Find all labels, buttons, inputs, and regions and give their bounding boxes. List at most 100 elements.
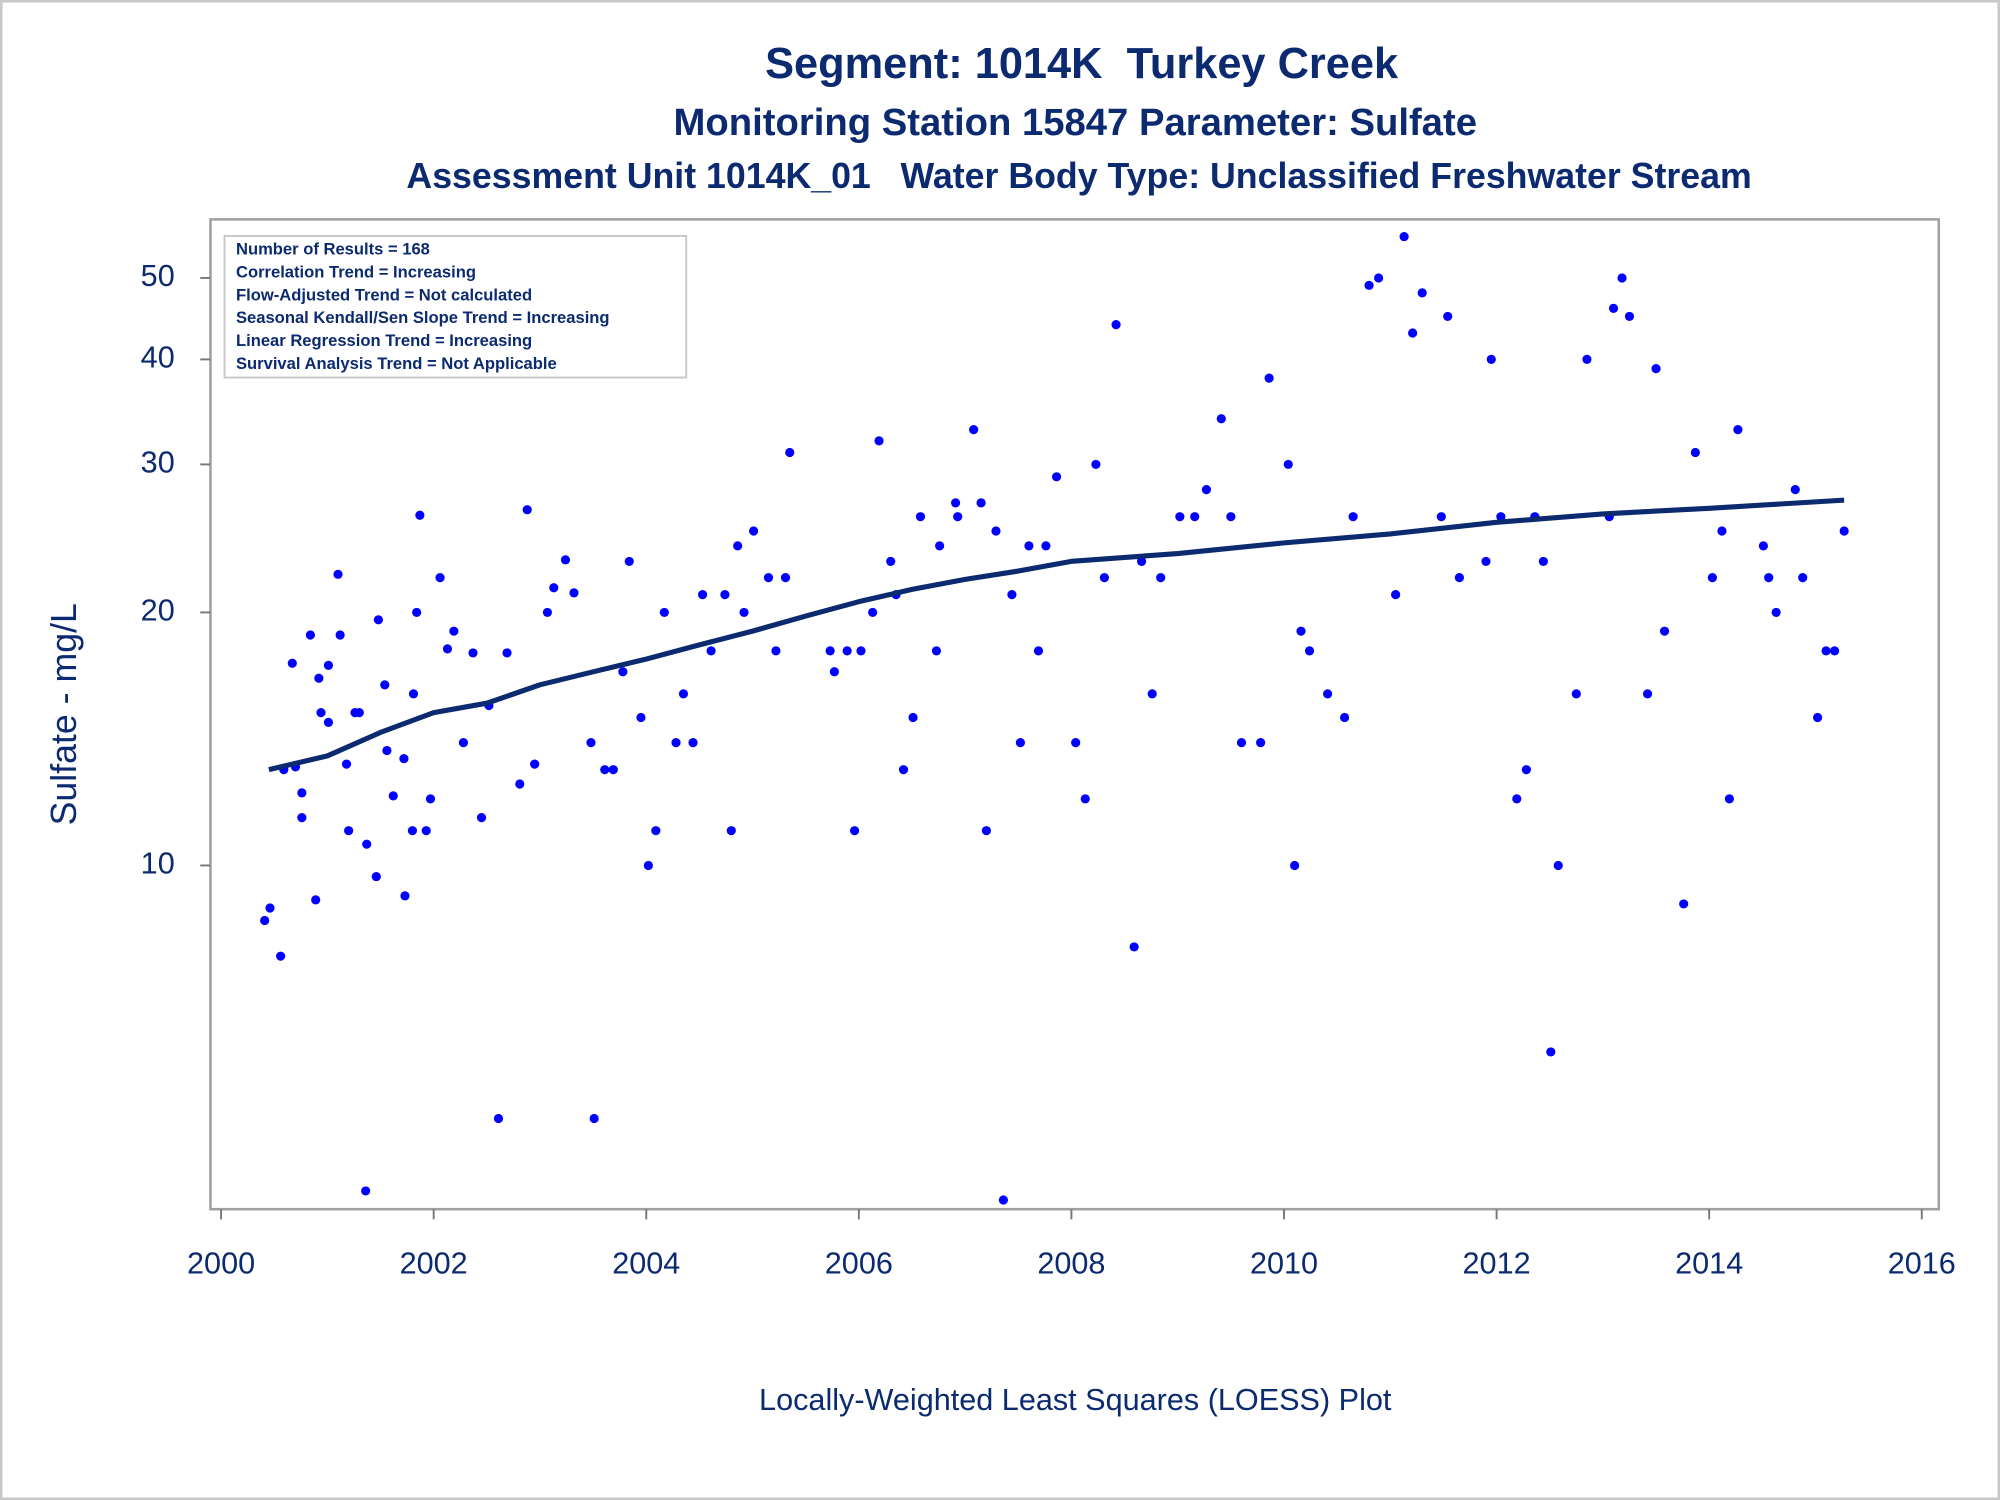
data-point (1216, 414, 1226, 424)
data-point (449, 626, 459, 636)
data-point (636, 712, 646, 723)
data-point (341, 759, 352, 769)
data-point (297, 813, 307, 823)
data-point (749, 526, 759, 536)
data-point (335, 630, 345, 640)
data-point (915, 512, 926, 522)
data-point (476, 813, 487, 823)
data-point (435, 573, 445, 583)
data-point (421, 826, 431, 836)
data-point (1724, 794, 1734, 804)
data-point (1226, 512, 1236, 522)
data-point (354, 708, 364, 718)
data-point (442, 644, 453, 654)
data-point (624, 556, 634, 567)
data-point (549, 583, 559, 593)
data-point (998, 1195, 1008, 1205)
x-axis-label: Locally-Weighted Least Squares (LOESS) P… (759, 1383, 1392, 1417)
data-point (1024, 541, 1034, 551)
data-point (1111, 320, 1121, 330)
data-point (981, 826, 991, 836)
data-point (1679, 899, 1689, 909)
data-point (1608, 303, 1619, 313)
data-point (842, 646, 852, 656)
data-point (1707, 573, 1717, 583)
data-point (1553, 860, 1563, 871)
data-point (991, 526, 1001, 536)
data-point (950, 498, 961, 508)
data-point (726, 826, 736, 836)
chart-title: Segment: 1014K Turkey Creek (765, 40, 1399, 88)
data-point (856, 646, 866, 656)
data-point (1690, 447, 1700, 458)
data-point (1136, 556, 1147, 567)
data-point (371, 871, 381, 882)
data-point (953, 512, 963, 522)
data-point (600, 765, 610, 775)
data-point (1264, 373, 1274, 383)
data-point (1617, 273, 1627, 283)
data-point (361, 1186, 371, 1196)
info-text: Seasonal Kendall/Sen Slope Trend = Incre… (236, 308, 610, 327)
data-point (502, 648, 512, 658)
data-point (898, 765, 909, 775)
y-tick-label: 10 (141, 847, 175, 881)
data-point (333, 569, 343, 579)
data-point (388, 791, 398, 801)
data-point (1348, 512, 1358, 522)
data-point (908, 712, 918, 723)
data-point (415, 510, 425, 520)
y-tick-label: 40 (141, 340, 175, 374)
data-point (1798, 573, 1808, 583)
data-point (1033, 646, 1044, 656)
data-point (1717, 526, 1727, 536)
data-point (1582, 354, 1592, 364)
data-point (314, 673, 324, 683)
x-tick-label: 2006 (825, 1246, 893, 1280)
data-point (400, 891, 410, 901)
data-point (344, 826, 354, 836)
data-point (1304, 646, 1315, 656)
info-box (223, 235, 688, 379)
data-point (1651, 364, 1661, 374)
data-point (608, 765, 618, 775)
data-point (589, 1113, 599, 1124)
data-point (976, 498, 986, 508)
x-tick-label: 2016 (1888, 1246, 1956, 1280)
data-point (618, 667, 628, 677)
data-point (586, 738, 596, 748)
data-point (1175, 512, 1185, 522)
data-point (720, 590, 730, 600)
x-tick-label: 2002 (400, 1246, 468, 1280)
data-point (542, 607, 552, 618)
x-tick-label: 2000 (187, 1246, 255, 1280)
chart-subtitle: Assessment Unit 1014K_01 Water Body Type… (406, 156, 1751, 196)
data-point (380, 680, 390, 690)
data-point (868, 607, 878, 618)
data-point (265, 903, 275, 913)
data-point (1201, 485, 1212, 495)
data-point (1642, 689, 1653, 699)
info-text: Number of Results = 168 (236, 239, 430, 258)
data-point (1790, 485, 1800, 495)
x-tick-label: 2012 (1463, 1246, 1531, 1280)
data-point (678, 689, 689, 699)
data-point (1538, 556, 1548, 567)
data-point (1521, 765, 1531, 775)
data-point (780, 573, 791, 583)
data-point (1283, 459, 1293, 470)
data-point (276, 951, 286, 961)
data-point (1364, 280, 1374, 290)
data-point (1041, 541, 1051, 551)
data-point (1546, 1047, 1556, 1057)
x-tick-label: 2004 (612, 1246, 680, 1280)
data-point (399, 754, 409, 764)
data-point (698, 590, 708, 600)
info-text: Linear Regression Trend = Increasing (236, 331, 532, 350)
data-point (1374, 273, 1384, 283)
info-text: Correlation Trend = Increasing (236, 262, 476, 281)
data-point (425, 794, 436, 804)
loess-line (268, 497, 1845, 773)
data-point (1821, 646, 1831, 656)
data-point (785, 447, 795, 458)
